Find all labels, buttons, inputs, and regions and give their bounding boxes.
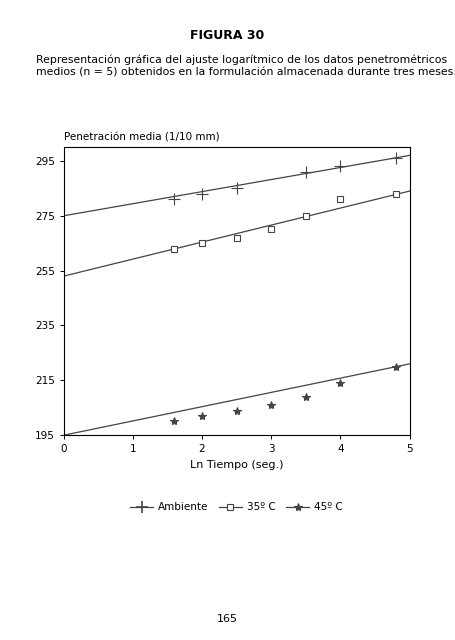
Legend: Ambiente, 35º C, 45º C: Ambiente, 35º C, 45º C	[126, 498, 347, 516]
X-axis label: Ln Tiempo (seg.): Ln Tiempo (seg.)	[190, 460, 283, 470]
Text: Penetración media (1/10 mm): Penetración media (1/10 mm)	[64, 132, 219, 142]
Text: 165: 165	[217, 614, 238, 624]
Text: medios (n = 5) obtenidos en la formulación almacenada durante tres meses.: medios (n = 5) obtenidos en la formulaci…	[36, 67, 455, 77]
Text: Representación gráfica del ajuste logarítmico de los datos penetrométricos: Representación gráfica del ajuste logarí…	[36, 54, 448, 65]
Text: FIGURA 30: FIGURA 30	[190, 29, 265, 42]
